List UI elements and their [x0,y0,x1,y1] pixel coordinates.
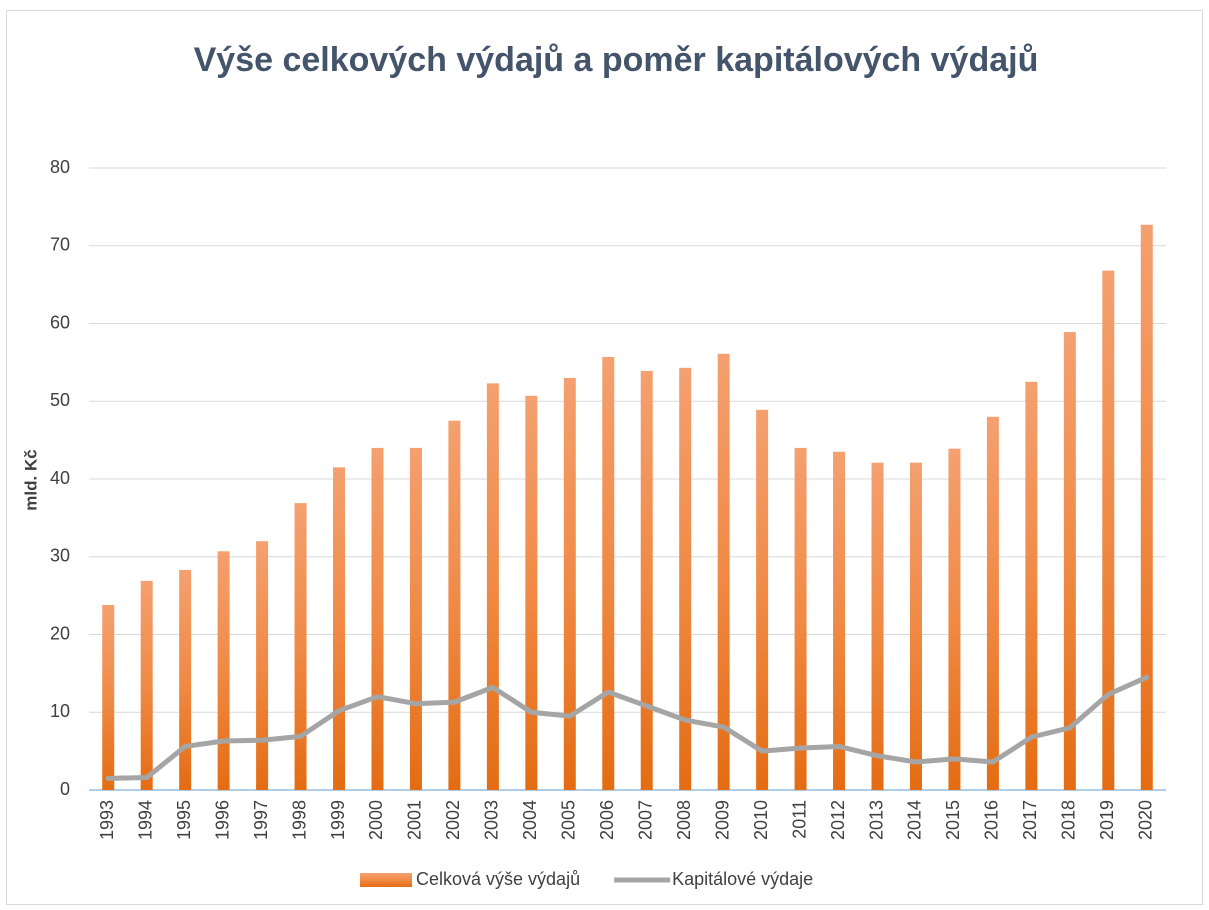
x-tick-label: 2016 [982,800,1002,840]
line [105,674,1150,781]
y-axis-label: mld. Kč [21,449,40,510]
bar [563,377,576,790]
bar [294,503,307,790]
x-tick-label: 2009 [712,800,732,840]
bar [1140,224,1153,790]
x-tick-label: 1994 [135,800,155,840]
x-tick-label: 2018 [1059,800,1079,840]
bar [794,447,807,790]
y-tick-label: 70 [50,235,70,255]
x-tick-label: 2003 [482,800,502,840]
bar [756,409,769,790]
x-tick-label: 1996 [212,800,232,840]
bar [409,447,422,790]
x-tick-label: 2020 [1136,800,1156,840]
bar [256,541,269,790]
x-tick-label: 1997 [251,800,271,840]
legend-label: Kapitálové výdaje [672,869,813,889]
bar [1025,381,1038,790]
x-tick-label: 2001 [405,800,425,840]
bar [717,353,730,790]
bar [909,462,922,790]
bar [640,370,653,790]
y-tick-label: 50 [50,390,70,410]
x-tick-label: 2013 [866,800,886,840]
bar [1063,332,1076,790]
x-tick-label: 1999 [328,800,348,840]
x-tick-label: 2005 [559,800,579,840]
bar [333,467,346,790]
bar [140,580,153,790]
x-tick-label: 2014 [905,800,925,840]
bar [486,383,499,790]
x-tick-label: 1993 [97,800,117,840]
bar [371,447,384,790]
legend-label: Celková výše výdajů [416,869,580,889]
x-tick-label: 2015 [943,800,963,840]
x-tick-label: 2004 [520,800,540,840]
y-tick-label: 0 [60,779,70,799]
bar [948,448,961,790]
bar [871,462,884,790]
bar [833,451,846,790]
chart-title: Výše celkových výdajů a poměr kapitálový… [194,41,1039,79]
x-tick-label: 2010 [751,800,771,840]
y-tick-label: 20 [50,623,70,643]
x-tick-label: 2019 [1097,800,1117,840]
x-tick-label: 2008 [674,800,694,840]
y-tick-label: 30 [50,546,70,566]
bar [448,420,461,790]
x-tick-label: 1995 [174,800,194,840]
y-tick-label: 80 [50,157,70,177]
x-tick-label: 2007 [635,800,655,840]
x-tick-label: 2012 [828,800,848,840]
bar [602,356,615,790]
x-tick-label: 1998 [289,800,309,840]
bar [986,416,999,790]
bar [102,604,115,790]
y-tick-label: 60 [50,312,70,332]
bar [217,551,230,790]
x-tick-label: 2002 [443,800,463,840]
x-tick-label: 2011 [789,800,809,839]
bar [179,569,192,790]
y-tick-label: 10 [50,701,70,721]
x-tick-label: 2000 [366,800,386,840]
x-tick-label: 2006 [597,800,617,840]
legend-swatch [360,873,412,887]
bar [525,395,538,790]
y-tick-label: 40 [50,468,70,488]
x-tick-label: 2017 [1020,800,1040,840]
bar [1102,270,1115,790]
bar [679,367,692,790]
